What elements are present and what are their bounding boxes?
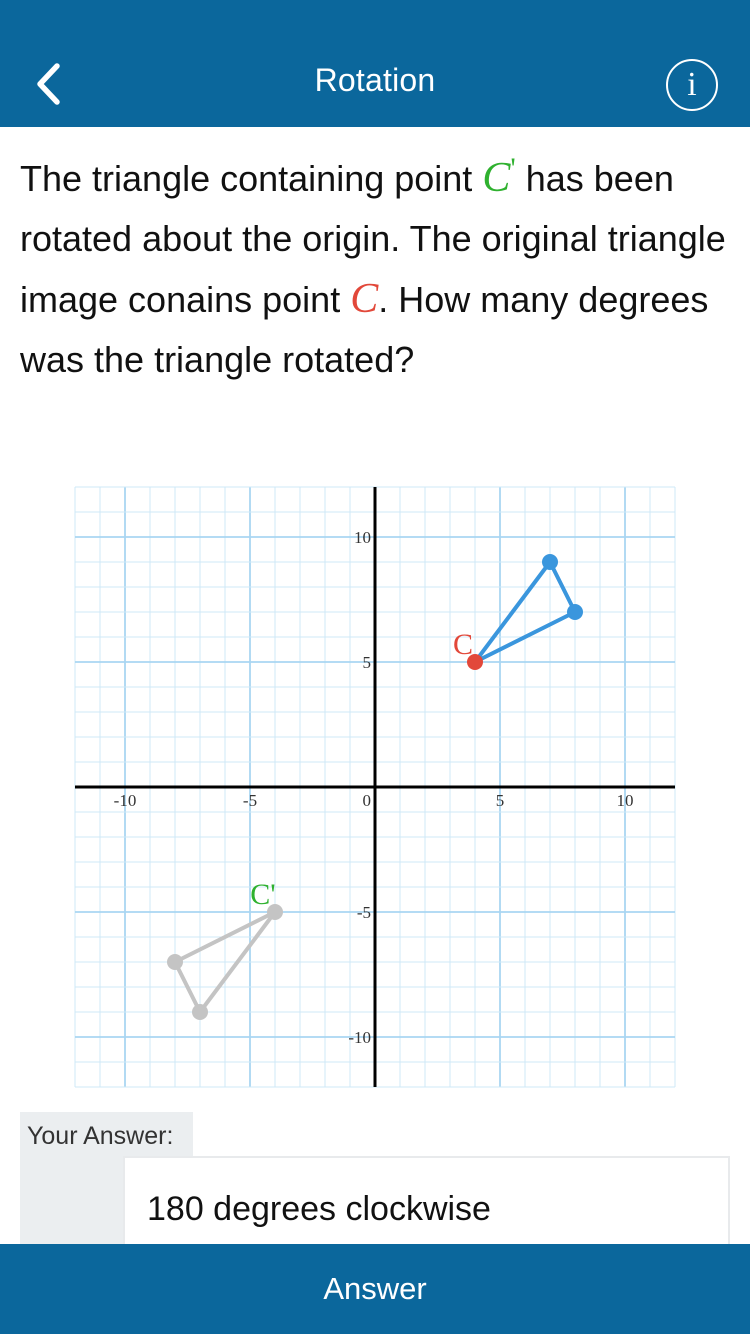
x-tick-label: -10 (114, 791, 137, 810)
point-c-prime-label: C' (250, 878, 275, 911)
info-button[interactable]: i (666, 59, 718, 111)
x-tick-label: 0 (363, 791, 372, 810)
info-icon: i (687, 66, 697, 103)
page-title: Rotation (314, 62, 436, 98)
rotated-triangle-vertex (192, 1004, 208, 1020)
question-text: The triangle containing point C' has bee… (20, 148, 730, 390)
question-text-part-3: . How many degrees was the triangle rota… (20, 279, 709, 380)
x-tick-label: -5 (243, 791, 257, 810)
coordinate-graph: -10 -5 0 5 10 10 5 -5 -10 C C' (74, 486, 676, 1088)
prime-mark: ' (510, 152, 516, 185)
rotated-triangle (173, 910, 277, 1014)
answer-label: Your Answer: (20, 1112, 193, 1158)
answer-button[interactable]: Answer (0, 1244, 750, 1334)
point-c-label: C (453, 628, 473, 661)
original-triangle-vertex (567, 604, 583, 620)
x-tick-label: 5 (496, 791, 505, 810)
question-text-part-2: has been rotated about the origin. The o… (20, 158, 726, 320)
original-triangle (473, 560, 577, 664)
answer-button-label: Answer (323, 1271, 427, 1306)
x-tick-label: 10 (617, 791, 634, 810)
point-c-symbol: C (350, 276, 379, 322)
answer-input[interactable]: 180 degrees clockwise (123, 1156, 730, 1246)
original-triangle-vertex (467, 654, 483, 670)
graph-tick-labels: -10 -5 0 5 10 10 5 -5 -10 (114, 528, 634, 1047)
answer-section: Your Answer: 180 degrees clockwise (20, 1112, 730, 1246)
graph-triangles: C C' (167, 554, 583, 1020)
graph-axes (75, 487, 675, 1087)
nav-bar: Rotation i (0, 0, 750, 127)
question-text-part-1: The triangle containing point (20, 158, 483, 199)
y-tick-label: 5 (363, 653, 372, 672)
y-tick-label: -10 (348, 1028, 371, 1047)
original-triangle-vertex (542, 554, 558, 570)
rotated-triangle-vertex (267, 904, 283, 920)
point-c-prime-symbol: C (482, 155, 511, 201)
y-tick-label: -5 (357, 903, 371, 922)
rotated-triangle-vertex (167, 954, 183, 970)
y-tick-label: 10 (354, 528, 371, 547)
answer-gutter (20, 1158, 124, 1244)
chevron-left-icon (37, 63, 60, 105)
back-button[interactable] (18, 48, 78, 120)
